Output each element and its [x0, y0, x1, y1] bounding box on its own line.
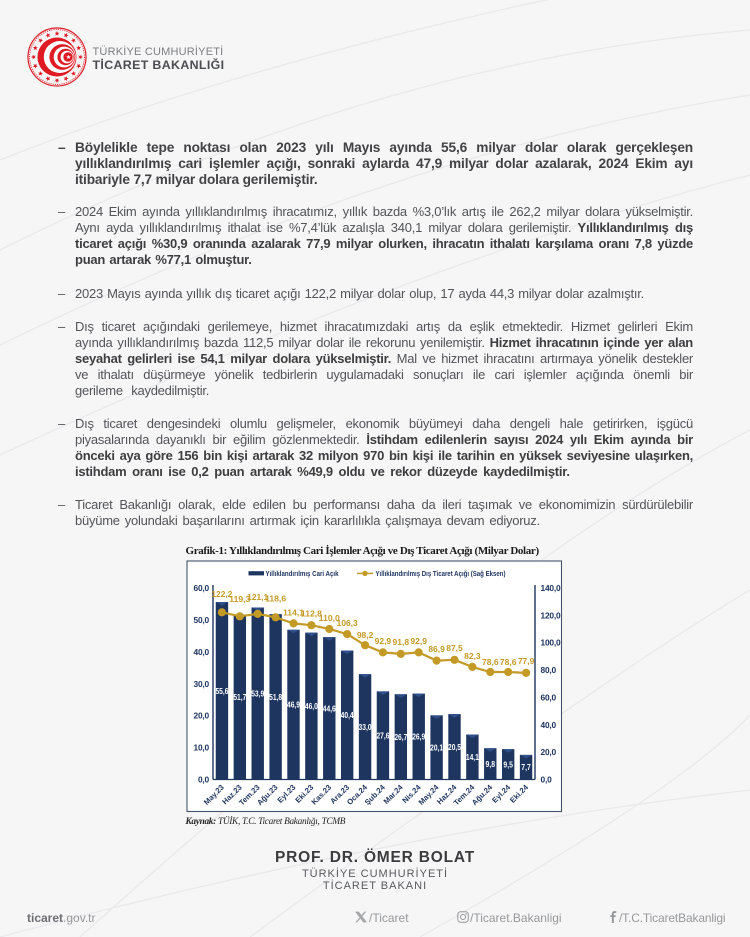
- svg-text:20,0: 20,0: [193, 711, 209, 721]
- svg-text:92,9: 92,9: [410, 636, 427, 646]
- svg-text:40,0: 40,0: [541, 720, 557, 730]
- svg-text:106,3: 106,3: [337, 618, 358, 628]
- svg-text:120,0: 120,0: [541, 610, 562, 620]
- svg-text:114,1: 114,1: [283, 607, 304, 617]
- svg-text:112,8: 112,8: [301, 609, 322, 619]
- svg-text:91,8: 91,8: [393, 637, 410, 647]
- svg-text:46,9: 46,9: [287, 700, 300, 710]
- svg-text:50,0: 50,0: [193, 615, 209, 625]
- svg-text:44,6: 44,6: [323, 703, 336, 713]
- svg-text:30,0: 30,0: [193, 679, 209, 689]
- svg-text:60,0: 60,0: [541, 692, 557, 702]
- svg-text:53,9: 53,9: [251, 688, 264, 698]
- svg-text:60,0: 60,0: [193, 583, 209, 593]
- svg-text:140,0: 140,0: [541, 583, 562, 593]
- svg-text:9,8: 9,8: [486, 759, 496, 769]
- svg-text:51,8: 51,8: [269, 692, 282, 702]
- svg-text:87,5: 87,5: [446, 643, 463, 653]
- svg-text:0,0: 0,0: [541, 775, 553, 785]
- svg-text:27,6: 27,6: [376, 730, 389, 740]
- svg-text:92,9: 92,9: [375, 636, 392, 646]
- svg-text:10,0: 10,0: [193, 743, 209, 753]
- svg-text:119,3: 119,3: [229, 594, 250, 604]
- svg-text:55,6: 55,6: [215, 686, 228, 696]
- svg-text:46,0: 46,0: [305, 701, 318, 711]
- svg-text:20,1: 20,1: [430, 742, 443, 752]
- svg-text:14,1: 14,1: [466, 752, 479, 762]
- svg-text:51,7: 51,7: [233, 692, 246, 702]
- svg-text:40,0: 40,0: [193, 647, 209, 657]
- svg-text:Yıllıklandırılmış Cari Açık: Yıllıklandırılmış Cari Açık: [266, 569, 340, 578]
- svg-text:110,0: 110,0: [319, 613, 340, 623]
- svg-text:26,7: 26,7: [394, 732, 407, 742]
- svg-text:26,9: 26,9: [412, 732, 425, 742]
- svg-text:77,9: 77,9: [518, 656, 535, 666]
- svg-text:122,2: 122,2: [211, 589, 232, 599]
- svg-text:118,6: 118,6: [265, 593, 286, 603]
- svg-text:7,7: 7,7: [521, 762, 531, 772]
- svg-text:98,2: 98,2: [357, 630, 374, 640]
- svg-text:40,4: 40,4: [341, 710, 354, 720]
- svg-text:78,6: 78,6: [482, 657, 499, 667]
- svg-text:121,1: 121,1: [247, 592, 268, 602]
- svg-text:82,3: 82,3: [464, 651, 481, 661]
- svg-text:33,0: 33,0: [359, 722, 372, 732]
- svg-text:0,0: 0,0: [198, 775, 210, 785]
- svg-text:100,0: 100,0: [541, 638, 562, 648]
- svg-text:20,5: 20,5: [448, 742, 461, 752]
- svg-text:80,0: 80,0: [541, 665, 557, 675]
- svg-text:86,9: 86,9: [428, 644, 445, 654]
- svg-text:9,5: 9,5: [503, 759, 513, 769]
- svg-text:Yıllıklandırılmış Dış Ticaret: Yıllıklandırılmış Dış Ticaret Açığı (Sağ…: [376, 569, 506, 578]
- svg-text:20,0: 20,0: [541, 747, 557, 757]
- svg-text:78,6: 78,6: [500, 657, 517, 667]
